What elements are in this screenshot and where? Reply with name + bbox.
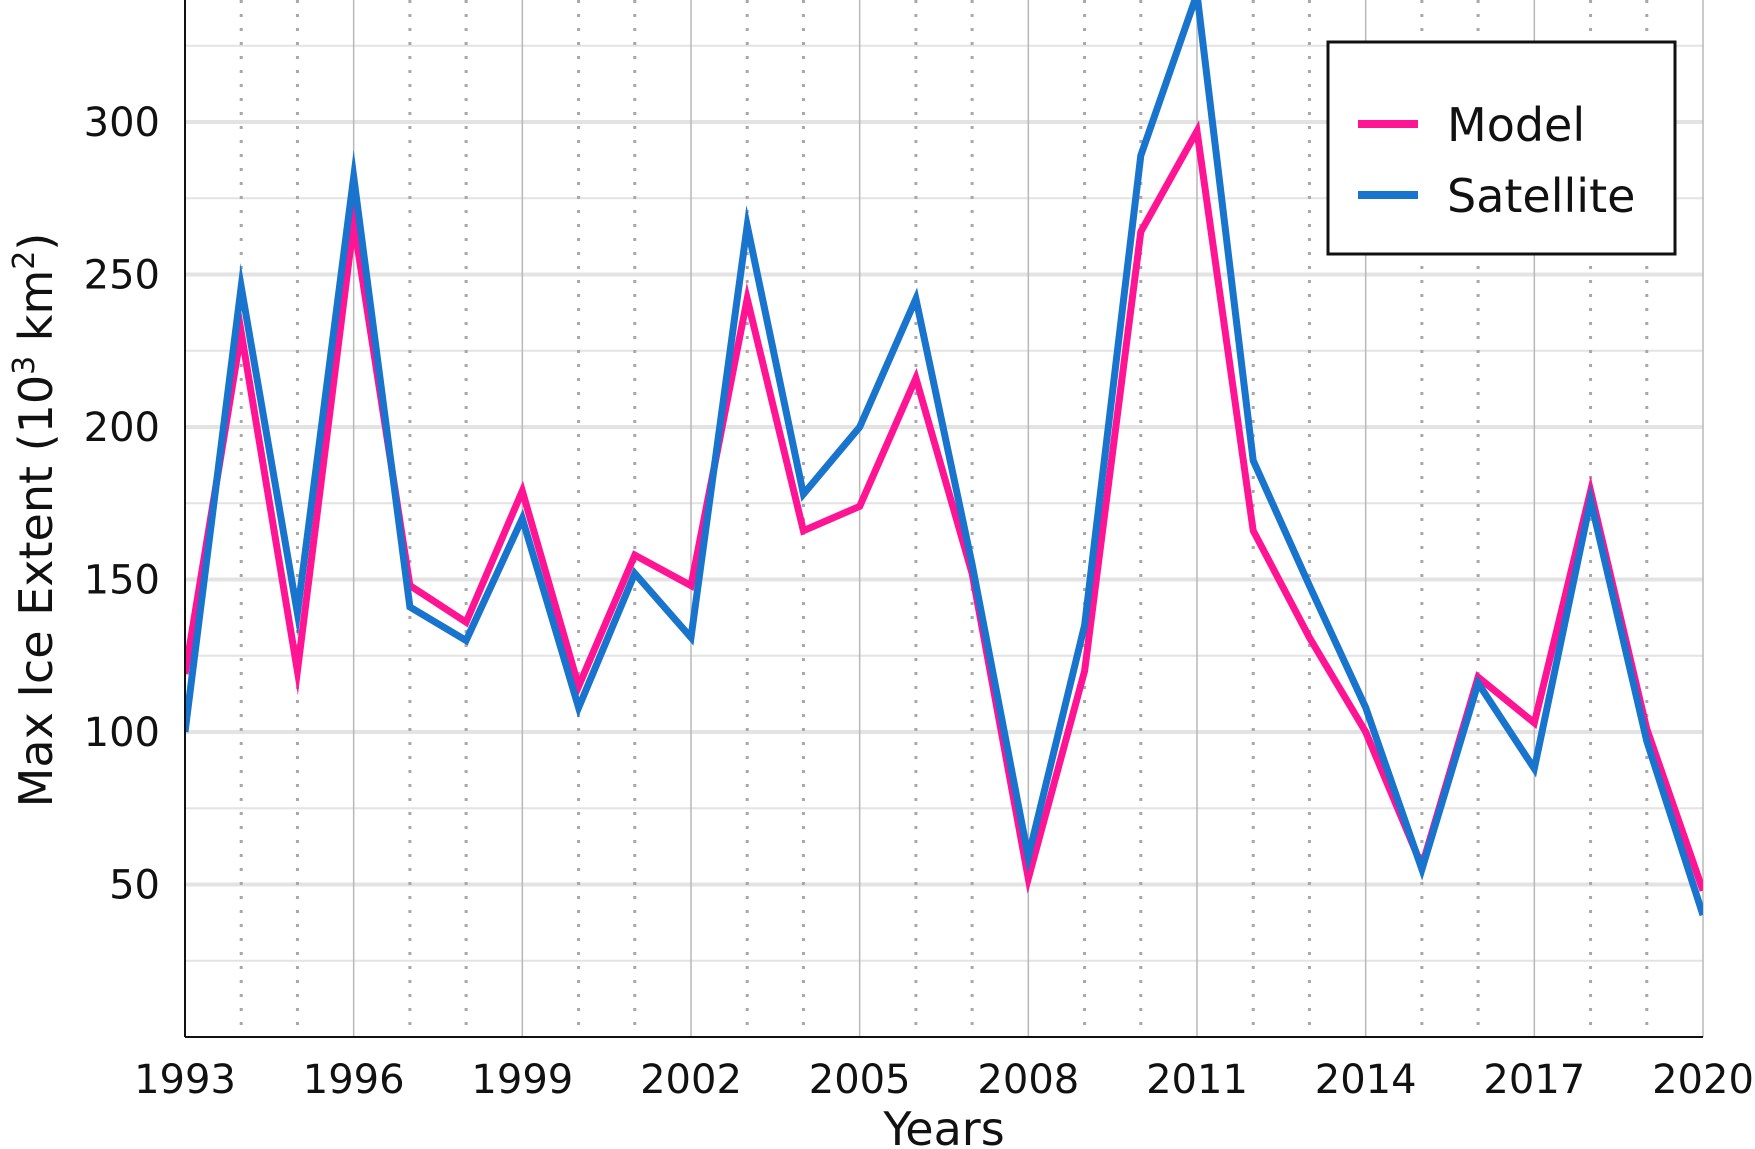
y-axis-title-main: Max Ice Extent (10 bbox=[9, 375, 63, 807]
x-tick-label: 1999 bbox=[471, 1057, 573, 1103]
legend: Model Satellite bbox=[1326, 40, 1677, 256]
y-tick-label: 300 bbox=[84, 100, 160, 146]
x-tick-label: 2014 bbox=[1315, 1057, 1417, 1103]
y-tick-label: 100 bbox=[84, 710, 160, 756]
x-tick-label: 1993 bbox=[134, 1057, 236, 1103]
legend-label-model: Model bbox=[1447, 98, 1585, 152]
y-axis-title-sup: 3 bbox=[7, 356, 42, 375]
y-axis-title: Max Ice Extent (103 km2) bbox=[7, 233, 63, 808]
legend-label-satellite: Satellite bbox=[1447, 169, 1635, 223]
y-tick-label: 50 bbox=[109, 863, 160, 909]
series-lines bbox=[185, 0, 1703, 917]
series-line-satellite bbox=[185, 0, 1703, 917]
x-axis-title: Years bbox=[882, 1102, 1004, 1149]
legend-box bbox=[1326, 40, 1677, 256]
y-axis-title-sup2: 2 bbox=[7, 251, 42, 270]
x-tick-label: 2008 bbox=[977, 1057, 1079, 1103]
x-tick-label: 2002 bbox=[640, 1057, 742, 1103]
y-axis-title-mid: km bbox=[9, 270, 63, 356]
y-tick-label: 200 bbox=[84, 405, 160, 451]
tick-labels: 1993 1996 1999 2002 2005 2008 2011 2014 2017 2020… bbox=[84, 100, 1754, 1103]
y-axis-title-end: ) bbox=[9, 233, 63, 251]
x-tick-label: 1996 bbox=[303, 1057, 405, 1103]
axes bbox=[184, 0, 1703, 1038]
x-tick-label: 2005 bbox=[809, 1057, 911, 1103]
y-tick-label: 150 bbox=[84, 558, 160, 604]
x-tick-label: 2020 bbox=[1652, 1057, 1754, 1103]
y-tick-label: 250 bbox=[84, 253, 160, 299]
x-tick-label: 2011 bbox=[1146, 1057, 1248, 1103]
x-tick-label: 2017 bbox=[1483, 1057, 1585, 1103]
